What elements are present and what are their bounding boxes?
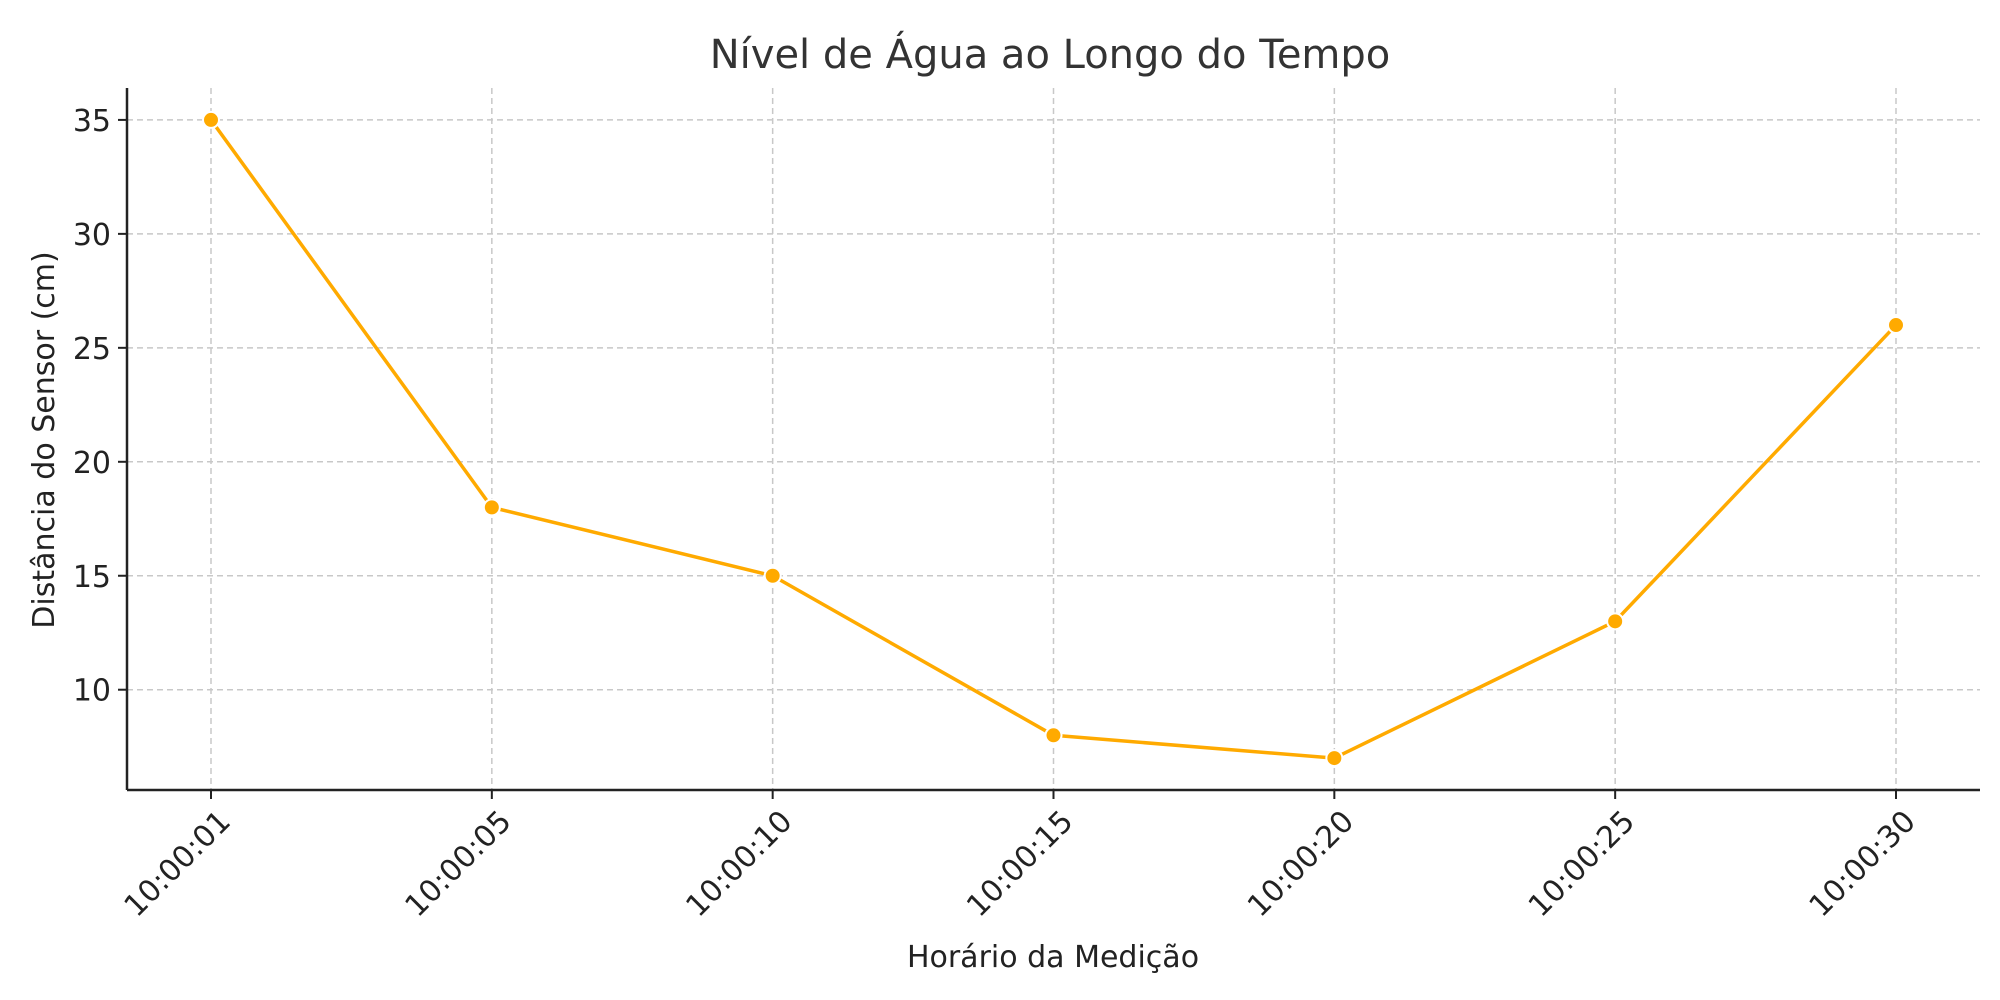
x-tick-label: 10:00:05 <box>399 804 519 924</box>
y-tick-label: 10 <box>73 674 111 709</box>
data-point <box>202 110 220 129</box>
x-tick-label: 10:00:15 <box>960 804 1080 924</box>
y-tick-label: 30 <box>73 218 111 253</box>
y-tick-label: 25 <box>73 332 111 367</box>
x-ticks: 10:00:01 10:00:05 10:00:10 10:00:15 10:00:20… <box>118 790 1923 924</box>
y-ticks: 10 15 20 25 30 35 <box>73 104 127 709</box>
x-tick-label: 10:00:25 <box>1522 804 1642 924</box>
data-point <box>482 498 501 517</box>
data-point <box>763 566 782 585</box>
data-point <box>1325 749 1344 768</box>
data-point <box>1044 726 1063 745</box>
x-tick-label: 10:00:01 <box>118 804 238 924</box>
grid <box>127 88 1980 790</box>
x-tick-label: 10:00:20 <box>1241 804 1361 924</box>
y-tick-label: 35 <box>73 104 111 139</box>
y-axis-label: Distância do Sensor (cm) <box>27 251 62 628</box>
y-tick-label: 15 <box>73 560 111 595</box>
data-point <box>1606 612 1625 631</box>
x-tick-label: 10:00:10 <box>679 804 799 924</box>
data-point <box>1887 316 1905 335</box>
x-axis-label: Horário da Medição <box>907 940 1199 975</box>
y-tick-label: 20 <box>73 446 111 481</box>
x-tick-label: 10:00:30 <box>1803 804 1923 924</box>
chart-title: Nível de Água ao Longo do Tempo <box>710 30 1391 78</box>
series <box>202 110 1905 768</box>
